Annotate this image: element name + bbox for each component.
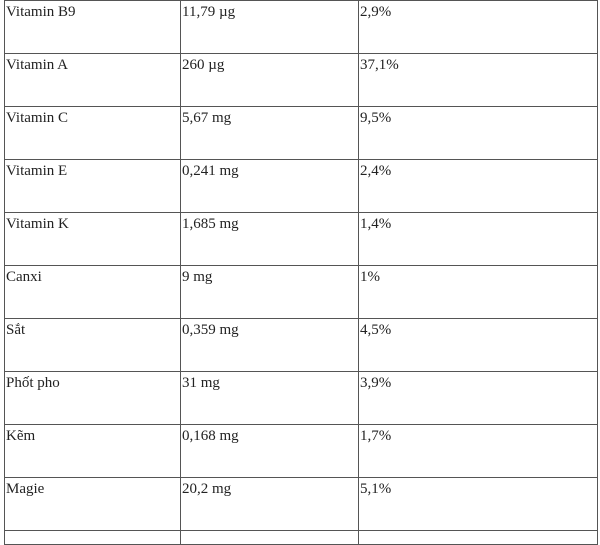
daily-percent: 9,5%	[358, 106, 598, 160]
nutrient-amount: 0,241 mg	[180, 159, 359, 213]
nutrient-amount: 0,168 mg	[180, 424, 359, 478]
table-row-partial	[4, 530, 598, 545]
table-row: Canxi 9 mg 1%	[4, 265, 598, 319]
table-row: Vitamin B9 11,79 µg 2,9%	[4, 0, 598, 54]
nutrition-table: Vitamin B9 11,79 µg 2,9% Vitamin A 260 µg 37,…	[4, 0, 598, 545]
table-row: Vitamin E 0,241 mg 2,4%	[4, 159, 598, 213]
nutrient-amount: 5,67 mg	[180, 106, 359, 160]
nutrient-name: Vitamin K	[4, 212, 181, 266]
daily-percent: 4,5%	[358, 318, 598, 372]
nutrient-amount: 260 µg	[180, 53, 359, 107]
nutrient-name: Vitamin C	[4, 106, 181, 160]
nutrient-amount: 11,79 µg	[180, 0, 359, 54]
table-row: Phốt pho 31 mg 3,9%	[4, 371, 598, 425]
nutrient-amount: 9 mg	[180, 265, 359, 319]
nutrient-name: Sắt	[4, 318, 181, 372]
daily-percent: 2,4%	[358, 159, 598, 213]
nutrient-amount: 0,359 mg	[180, 318, 359, 372]
daily-percent: 2,9%	[358, 0, 598, 54]
table-row: Magie 20,2 mg 5,1%	[4, 477, 598, 531]
table-row: Vitamin C 5,67 mg 9,5%	[4, 106, 598, 160]
table-row: Vitamin A 260 µg 37,1%	[4, 53, 598, 107]
nutrient-name: Vitamin A	[4, 53, 181, 107]
table-row: Kẽm 0,168 mg 1,7%	[4, 424, 598, 478]
table-row: Vitamin K 1,685 mg 1,4%	[4, 212, 598, 266]
daily-percent: 5,1%	[358, 477, 598, 531]
daily-percent: 1%	[358, 265, 598, 319]
nutrient-name: Kẽm	[4, 424, 181, 478]
daily-percent: 1,4%	[358, 212, 598, 266]
nutrient-name: Vitamin E	[4, 159, 181, 213]
daily-percent: 37,1%	[358, 53, 598, 107]
empty-cell	[180, 530, 359, 545]
empty-cell	[4, 530, 181, 545]
nutrient-amount: 20,2 mg	[180, 477, 359, 531]
nutrient-amount: 1,685 mg	[180, 212, 359, 266]
nutrient-name: Magie	[4, 477, 181, 531]
daily-percent: 1,7%	[358, 424, 598, 478]
nutrient-name: Canxi	[4, 265, 181, 319]
nutrient-name: Vitamin B9	[4, 0, 181, 54]
daily-percent: 3,9%	[358, 371, 598, 425]
empty-cell	[358, 530, 598, 545]
table-row: Sắt 0,359 mg 4,5%	[4, 318, 598, 372]
nutrient-name: Phốt pho	[4, 371, 181, 425]
nutrient-amount: 31 mg	[180, 371, 359, 425]
